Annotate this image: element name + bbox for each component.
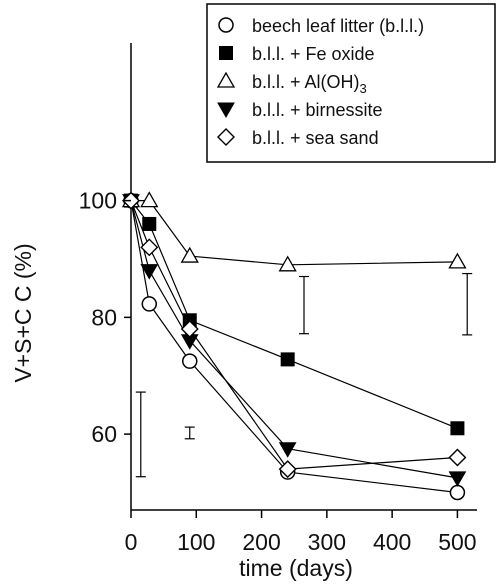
series-points	[122, 194, 467, 487]
series-points	[123, 192, 466, 501]
legend-label: beech leaf litter (b.l.l.)	[252, 16, 424, 36]
legend-entry: beech leaf litter (b.l.l.)	[218, 16, 424, 36]
data-point	[141, 296, 158, 312]
data-point	[278, 442, 297, 458]
x-tick-label: 500	[438, 529, 476, 555]
data-point	[180, 246, 199, 263]
y-tick-label: 80	[91, 304, 117, 330]
y-axis-title: V+S+C C (%)	[10, 243, 36, 382]
y-tick-label: 100	[79, 188, 117, 214]
data-point	[448, 252, 467, 269]
error-bars	[135, 272, 473, 478]
series-markers	[121, 191, 467, 501]
legend: beech leaf litter (b.l.l.) b.l.l. + Fe ox…	[206, 3, 496, 163]
data-point	[140, 191, 159, 208]
data-point	[280, 352, 295, 367]
data-point	[140, 264, 159, 280]
data-point	[448, 448, 467, 467]
error-bar	[462, 272, 473, 336]
legend-box	[206, 3, 496, 163]
series-line	[130, 200, 458, 470]
data-point	[140, 238, 159, 257]
legend-marker	[217, 102, 235, 119]
data-point	[142, 216, 157, 231]
series-line	[130, 200, 458, 494]
data-point	[448, 471, 467, 487]
data-point	[182, 353, 198, 369]
series-lines	[130, 200, 458, 494]
legend-marker	[217, 128, 235, 146]
legend-entry: b.l.l. + birnessite	[217, 100, 383, 120]
series-points	[121, 191, 467, 272]
legend-entry: b.l.l. + Fe oxide	[219, 44, 375, 64]
x-tick-label: 400	[373, 529, 411, 555]
error-bar	[299, 275, 309, 335]
ticks: 0 100 200 300 400 500 60 80 100	[79, 188, 477, 555]
series-line	[131, 200, 458, 266]
legend-marker	[219, 46, 233, 60]
legend-label: b.l.l. + sea sand	[252, 128, 379, 148]
x-tick-label: 300	[308, 529, 346, 555]
data-point	[450, 421, 465, 436]
y-tick-label: 60	[91, 421, 117, 447]
series-line	[130, 200, 458, 429]
legend-label: b.l.l. + Fe oxide	[252, 44, 375, 64]
legend-marker	[216, 71, 236, 88]
x-tick-label: 200	[242, 529, 280, 555]
error-bar	[184, 426, 195, 440]
axes	[130, 43, 477, 511]
data-point	[278, 255, 297, 272]
error-bar	[135, 391, 146, 478]
data-point	[278, 460, 297, 479]
legend-entry: b.l.l. + sea sand	[217, 128, 379, 148]
x-axis-title: time (days)	[239, 555, 353, 581]
data-point	[449, 484, 466, 501]
x-tick-label: 100	[177, 529, 215, 555]
data-point	[180, 320, 199, 339]
legend-label: b.l.l. + birnessite	[252, 100, 383, 120]
legend-label-subscript: 3	[360, 81, 367, 96]
legend-marker	[218, 17, 234, 33]
x-tick-label: 0	[125, 529, 138, 555]
series-points	[124, 193, 465, 436]
